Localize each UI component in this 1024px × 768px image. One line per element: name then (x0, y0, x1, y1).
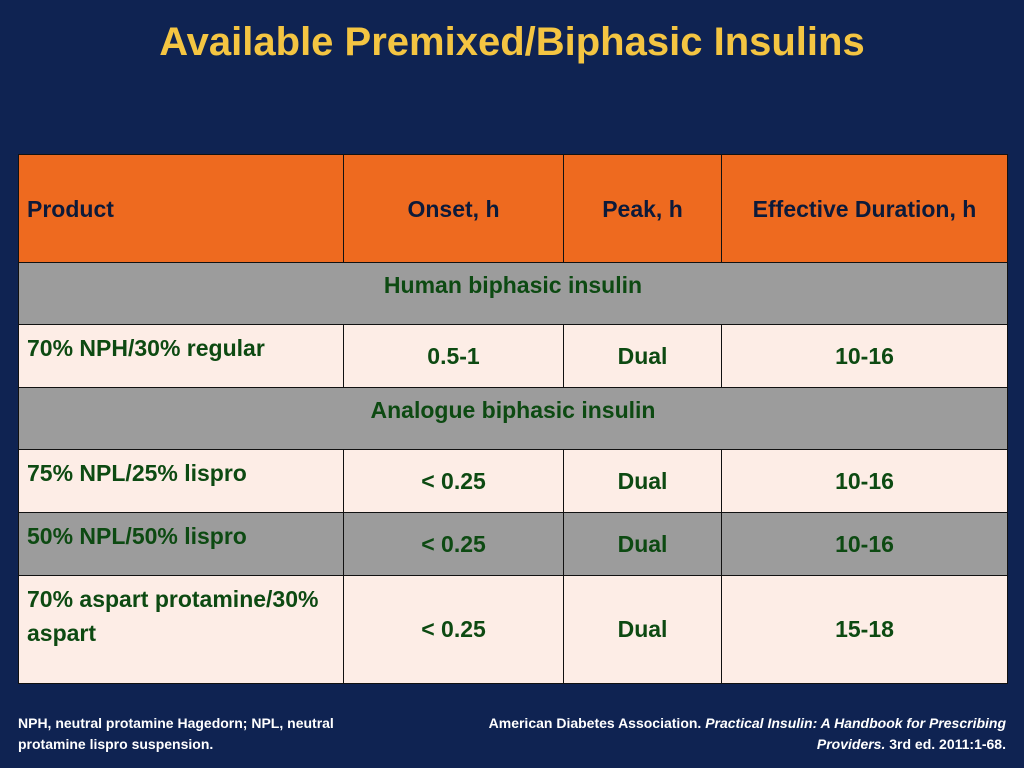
product-cell: 70% aspart protamine/30% aspart (18, 575, 344, 684)
table-row: 75% NPL/25% lispro < 0.25 Dual 10-16 (18, 449, 1008, 513)
reference-suffix: 3rd ed. 2011:1-68. (885, 736, 1006, 752)
section-row: Analogue biphasic insulin (18, 387, 1008, 450)
header-duration: Effective Duration, h (721, 154, 1008, 263)
header-onset: Onset, h (343, 154, 564, 263)
footnote: NPH, neutral protamine Hagedorn; NPL, ne… (18, 715, 334, 752)
section-row: Human biphasic insulin (18, 262, 1008, 325)
onset-cell: < 0.25 (343, 512, 564, 576)
peak-cell: Dual (563, 324, 722, 388)
onset-cell: < 0.25 (343, 575, 564, 684)
product-cell: 50% NPL/50% lispro (18, 512, 344, 576)
peak-cell: Dual (563, 512, 722, 576)
table-header-row: Product Onset, h Peak, h Effective Durat… (18, 154, 1008, 263)
duration-cell: 10-16 (721, 449, 1008, 513)
product-cell: 75% NPL/25% lispro (18, 449, 344, 513)
reference-title: Practical Insulin: A Handbook for Prescr… (705, 715, 1006, 752)
header-peak: Peak, h (563, 154, 722, 263)
table-row: 70% NPH/30% regular 0.5-1 Dual 10-16 (18, 324, 1008, 388)
duration-cell: 10-16 (721, 512, 1008, 576)
slide-title: Available Premixed/Biphasic Insulins (159, 20, 865, 64)
reference: American Diabetes Association. Practical… (486, 713, 1006, 755)
product-cell: 70% NPH/30% regular (18, 324, 344, 388)
duration-cell: 15-18 (721, 575, 1008, 684)
table-row: 70% aspart protamine/30% aspart < 0.25 D… (18, 575, 1008, 684)
onset-cell: 0.5-1 (343, 324, 564, 388)
peak-cell: Dual (563, 575, 722, 684)
section-analogue-label: Analogue biphasic insulin (18, 387, 1008, 450)
duration-cell: 10-16 (721, 324, 1008, 388)
insulin-table: Product Onset, h Peak, h Effective Durat… (18, 154, 1008, 684)
peak-cell: Dual (563, 449, 722, 513)
section-human-label: Human biphasic insulin (18, 262, 1008, 325)
header-product: Product (18, 154, 344, 263)
reference-prefix: American Diabetes Association. (488, 715, 706, 731)
onset-cell: < 0.25 (343, 449, 564, 513)
table-row: 50% NPL/50% lispro < 0.25 Dual 10-16 (18, 512, 1008, 576)
